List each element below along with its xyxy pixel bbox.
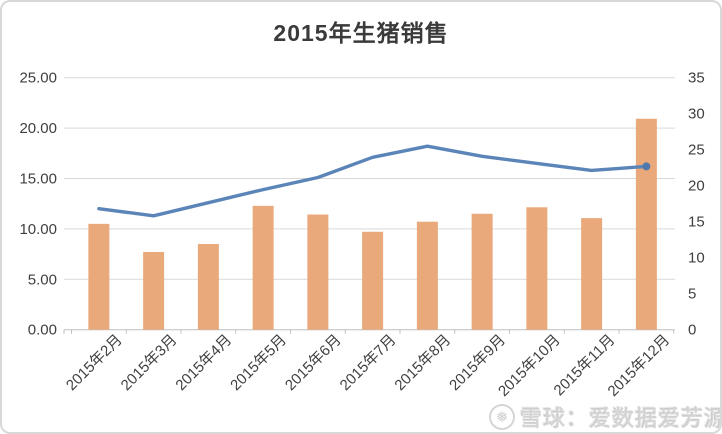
bar (581, 218, 603, 330)
bar (471, 213, 493, 330)
right-axis-tick-label: 20 (688, 178, 705, 195)
line-end-marker (642, 162, 651, 171)
x-axis-label: 2015年7月 (337, 331, 400, 394)
chart-title: 2015年生猪销售 (273, 20, 449, 46)
right-axis-tick-label: 10 (688, 250, 705, 267)
x-axis-label: 2015年8月 (391, 331, 454, 394)
left-axis-tick-label: 5.00 (28, 271, 57, 288)
x-axis-label: 2015年5月 (227, 331, 290, 394)
line-series (97, 144, 651, 218)
right-axis-tick-label: 15 (688, 214, 705, 231)
x-axis-label: 2015年6月 (282, 331, 345, 394)
right-axis-tick-label: 0 (688, 322, 696, 339)
y-axis-left: 0.00 5.00 10.00 15.00 20.00 25.00 (19, 70, 57, 339)
bar (88, 223, 110, 330)
left-axis-tick-label: 0.00 (28, 322, 57, 339)
left-axis-tick-label: 25.00 (19, 70, 57, 87)
bar (197, 244, 219, 330)
right-axis-tick-label: 35 (688, 70, 705, 87)
left-axis-tick-label: 10.00 (19, 221, 57, 238)
left-axis-tick-label: 15.00 (19, 171, 57, 188)
x-axis-ticks (63, 329, 675, 334)
x-axis-labels: 2015年2月2015年3月2015年4月2015年5月2015年6月2015年… (63, 331, 673, 400)
bar-series (88, 118, 657, 330)
bar (362, 231, 384, 330)
x-axis-label: 2015年4月 (172, 331, 235, 394)
bar (526, 207, 548, 330)
bar (635, 118, 657, 330)
bar (307, 214, 329, 330)
right-axis-tick-label: 5 (688, 286, 696, 303)
left-axis-tick-label: 20.00 (19, 120, 57, 137)
y-axis-right: 0 5 10 15 20 25 30 35 (688, 70, 705, 339)
right-axis-tick-label: 30 (688, 106, 705, 123)
bar (143, 251, 165, 330)
bar (416, 221, 438, 330)
right-axis-tick-label: 25 (688, 142, 705, 159)
price-line (97, 144, 649, 218)
x-axis-label: 2015年3月 (118, 331, 181, 394)
x-axis-label: 2015年2月 (63, 331, 126, 394)
bar (252, 205, 274, 330)
